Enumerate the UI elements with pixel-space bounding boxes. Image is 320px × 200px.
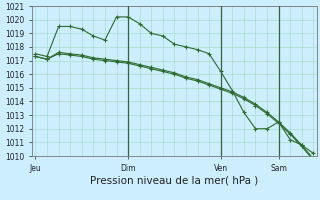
X-axis label: Pression niveau de la mer( hPa ): Pression niveau de la mer( hPa ) <box>90 175 259 185</box>
